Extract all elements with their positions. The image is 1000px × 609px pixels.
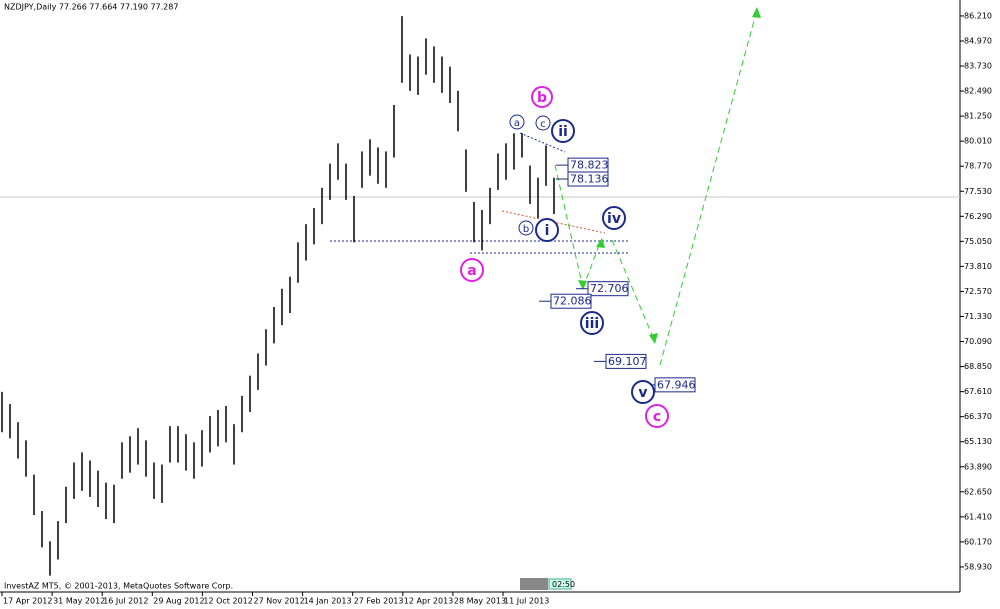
y-tick-label: 67.610 [964,387,992,396]
box-label: 69.107 [608,355,647,368]
arrow-head [752,7,761,18]
wave-label: c [540,119,546,130]
box-label: 72.086 [553,295,592,308]
y-tick-label: 75.050 [964,237,992,246]
x-tick-label: 12 Oct 2012 [203,597,252,606]
clock-box [548,578,572,590]
y-tick-label: 72.570 [964,287,992,296]
price-box: 78.136 [556,171,609,187]
y-tick-label: 68.850 [964,362,992,371]
wave-label: v [638,385,647,401]
y-tick-label: 58.930 [964,562,992,571]
y-tick-label: 71.330 [964,312,992,321]
wave-circle [602,206,626,230]
wave-circle [460,258,484,282]
price-box: 78.823 [556,157,609,173]
box-label: 78.136 [570,173,609,186]
x-tick-label: 11 Jul 2013 [504,597,549,606]
chart-title: NZDJPY,Daily 77.266 77.664 77.190 77.287 [4,3,178,12]
wave-label: a [514,118,520,129]
wave-label: a [467,263,476,279]
box-frame [550,293,592,309]
y-tick-label: 76.290 [964,212,992,221]
box-frame [567,171,609,187]
y-tick-label: 62.650 [964,487,992,496]
y-tick-label: 65.130 [964,437,992,446]
x-tick-label: 31 May 2012 [53,597,105,606]
wave-circle [509,114,525,130]
y-tick-label: 66.370 [964,412,992,421]
x-tick-label: 29 Aug 2012 [153,597,204,606]
wave-circle [580,311,604,335]
scroll-block [520,578,548,590]
wave-label: ii [558,124,568,140]
box-frame [587,281,629,297]
x-tick-label: 12 Apr 2013 [404,597,453,606]
price-box: 72.086 [539,293,592,309]
wave-circle [631,380,655,404]
y-tick-label: 73.810 [964,262,992,271]
x-tick-label: 27 Feb 2013 [354,597,404,606]
y-tick-label: 63.890 [964,462,992,471]
wave-label: iv [607,211,621,227]
wave-circle [535,115,551,131]
arrow-heads [578,7,761,344]
copyright: InvestAZ MT5, © 2001-2013, MetaQuotes So… [4,582,233,591]
wave-circle [535,218,559,242]
wave-circle [551,119,575,143]
y-tick-label: 82.490 [964,87,992,96]
y-tick-label: 78.770 [964,162,992,171]
y-tick-label: 61.410 [964,512,992,521]
y-tick-label: 83.730 [964,62,992,71]
box-label: 72.706 [590,282,629,295]
wave-label: iii [585,316,599,332]
y-tick-label: 84.970 [964,36,992,45]
y-tick-label: 81.250 [964,112,992,121]
scroll-marker: 02:50 [520,578,575,590]
arrow-head [578,280,587,290]
arrow-head [596,238,605,248]
x-tick-label: 14 Jan 2013 [304,597,352,606]
y-tick-label: 70.090 [964,337,992,346]
x-tick-label: 27 Nov 2012 [254,597,305,606]
y-tick-label: 86.210 [964,11,992,20]
box-label: 67.946 [657,378,696,391]
x-tick-label: 28 May 2013 [454,597,506,606]
box-frame [605,353,647,369]
price-box: 67.946 [643,377,696,393]
wave-circle [645,404,669,428]
y-tick-label: 77.530 [964,187,992,196]
wave-circle [531,86,553,108]
forecast-arrows [554,9,758,366]
clock: 02:50 [552,580,575,589]
arrow-head [649,333,658,344]
y-tick-label: 60.170 [964,537,992,546]
box-label: 78.823 [570,159,609,172]
channel-line [519,132,566,153]
y-tick-label: 80.010 [964,137,992,146]
x-tick-label: 16 Jul 2012 [103,597,148,606]
box-frame [654,377,696,393]
forecast-path [554,9,758,366]
wave-circle [518,220,534,236]
wave-label: b [523,224,529,235]
price-box: 69.107 [594,353,647,369]
wave-label: c [653,409,661,425]
wave-label: i [545,223,550,239]
price-box: 72.706 [576,281,629,297]
x-tick-label: 17 Apr 2012 [3,597,52,606]
wave-label: b [537,90,547,106]
